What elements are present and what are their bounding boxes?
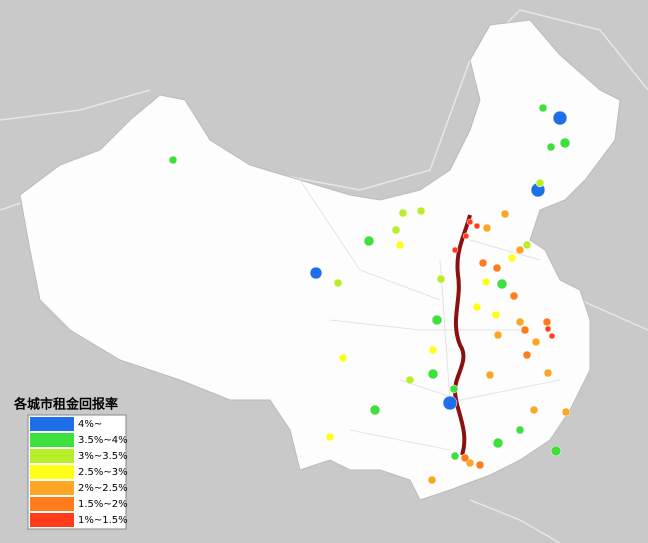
- city-dot: [460, 453, 470, 463]
- city-dot: [427, 368, 439, 380]
- city-dot: [416, 206, 426, 216]
- city-dot: [473, 222, 481, 230]
- city-dot: [538, 103, 548, 113]
- city-dot: [550, 445, 562, 457]
- city-dot: [485, 370, 495, 380]
- city-dot: [559, 137, 571, 149]
- city-dot: [542, 317, 552, 327]
- city-dot: [482, 223, 492, 233]
- city-dot: [168, 155, 178, 165]
- city-dot: [500, 209, 510, 219]
- legend-label: 4%~: [78, 419, 102, 430]
- city-dot: [552, 110, 568, 126]
- city-dot: [493, 330, 503, 340]
- city-dot: [325, 432, 335, 442]
- country-shape: [19, 19, 621, 501]
- city-dot: [475, 460, 485, 470]
- city-dot: [309, 266, 323, 280]
- legend: 各城市租金回报率 4%~ 3.5%~4% 3%~3.5% 2.5%~3% 2%~2.5%…: [13, 397, 128, 530]
- city-dot: [509, 291, 519, 301]
- city-dot: [449, 384, 459, 394]
- city-dot: [520, 325, 530, 335]
- legend-label: 2.5%~3%: [78, 467, 128, 478]
- city-dot: [450, 451, 460, 461]
- legend-swatch: [30, 465, 74, 479]
- city-dot: [515, 245, 525, 255]
- city-dot: [431, 314, 443, 326]
- city-dot: [363, 235, 375, 247]
- legend-swatch: [30, 417, 74, 431]
- city-dot: [369, 404, 381, 416]
- legend-label: 3.5%~4%: [78, 435, 128, 446]
- legend-label: 1%~1.5%: [78, 515, 128, 526]
- city-dot: [522, 350, 532, 360]
- legend-swatch: [30, 449, 74, 463]
- city-dot: [427, 475, 437, 485]
- roads: [299, 179, 561, 451]
- city-dot: [472, 302, 482, 312]
- city-dot: [466, 218, 474, 226]
- city-dot: [491, 310, 501, 320]
- city-dot: [515, 317, 525, 327]
- city-dot: [535, 178, 545, 188]
- borders: [0, 9, 648, 543]
- city-dot: [442, 395, 458, 411]
- city-dot: [391, 225, 401, 235]
- city-dot: [546, 142, 556, 152]
- city-dot: [333, 278, 343, 288]
- city-dot: [496, 278, 508, 290]
- city-dot: [338, 353, 348, 363]
- city-dot: [395, 240, 405, 250]
- legend-label: 1.5%~2%: [78, 499, 128, 510]
- city-dot: [543, 368, 553, 378]
- legend-swatch: [30, 513, 74, 527]
- legend-swatch: [30, 497, 74, 511]
- city-dot: [561, 407, 571, 417]
- city-dot: [522, 240, 532, 250]
- city-dot: [492, 263, 502, 273]
- city-dot: [507, 253, 517, 263]
- city-dot: [398, 208, 408, 218]
- city-dot: [462, 232, 470, 240]
- city-dot: [478, 258, 488, 268]
- city-dot: [436, 274, 446, 284]
- city-dot: [544, 325, 552, 333]
- legend-label: 3%~3.5%: [78, 451, 128, 462]
- city-dot: [481, 277, 491, 287]
- legend-label: 2%~2.5%: [78, 483, 128, 494]
- city-dot: [428, 345, 438, 355]
- city-dot: [529, 405, 539, 415]
- divide-line: [452, 214, 472, 456]
- city-dot: [531, 337, 541, 347]
- city-dot: [515, 425, 525, 435]
- city-dot: [405, 375, 415, 385]
- city-dot: [492, 437, 504, 449]
- city-dot: [548, 332, 556, 340]
- legend-title: 各城市租金回报率: [13, 397, 118, 413]
- legend-swatch: [30, 433, 74, 447]
- city-dot: [451, 246, 459, 254]
- legend-swatch: [30, 481, 74, 495]
- city-dots: [168, 103, 571, 485]
